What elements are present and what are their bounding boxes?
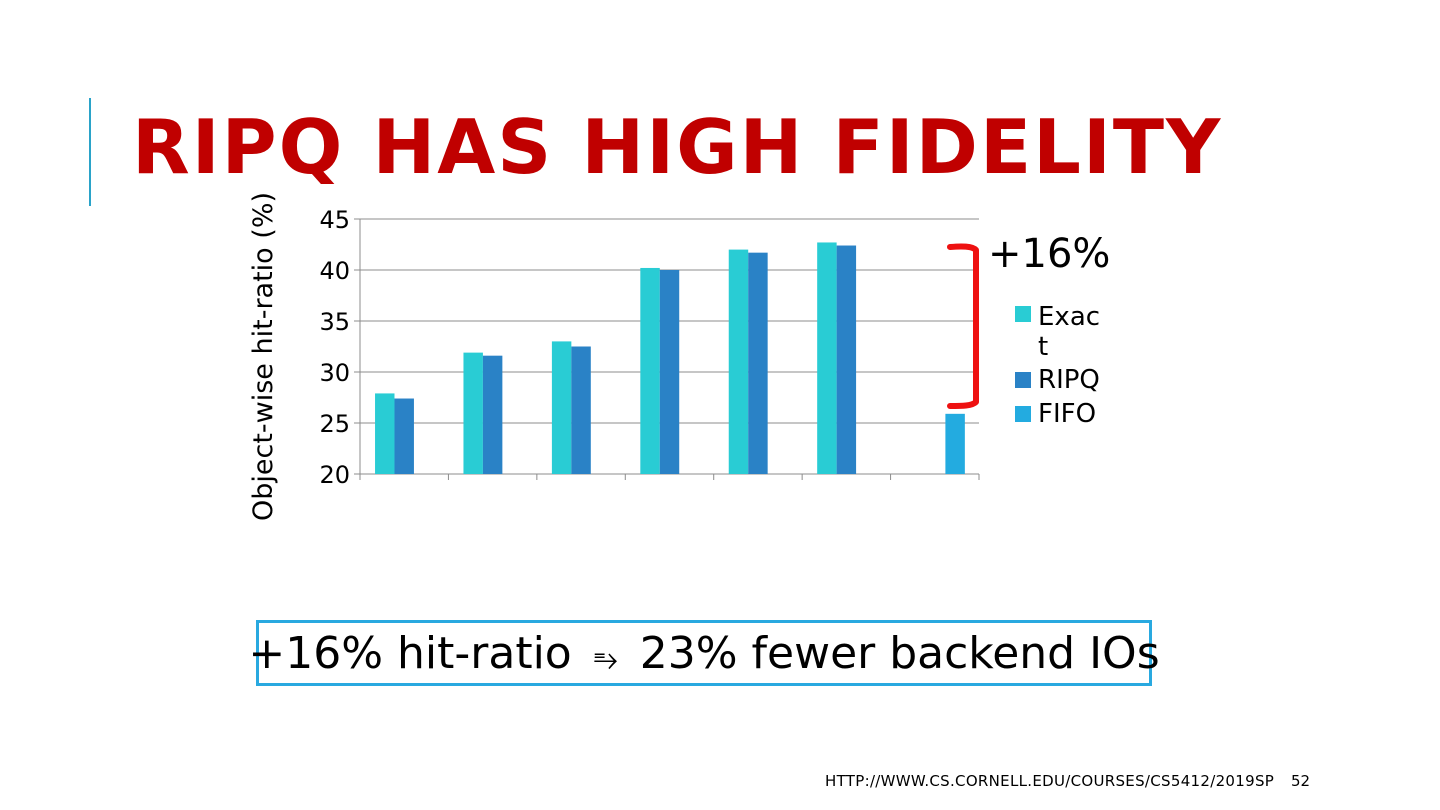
bar-exact (817, 242, 837, 474)
legend-label: RIPQ (1038, 365, 1100, 395)
page-number: 52 (1291, 772, 1311, 790)
legend-swatch (1015, 406, 1031, 422)
bar-exact (728, 249, 749, 474)
y-tick-label: 40 (319, 257, 350, 285)
improvement-bracket (947, 243, 979, 409)
legend-label: Exac (1038, 302, 1100, 332)
y-tick-label: 45 (319, 206, 350, 234)
title-accent-line (89, 98, 91, 206)
summary-callout: +16% hit-ratio ⥱ 23% fewer backend IOs (248, 620, 1160, 686)
y-tick-label: 20 (319, 461, 350, 489)
bar-ripq (748, 252, 768, 474)
bar-fifo (945, 413, 965, 474)
bar-exact (463, 352, 483, 474)
legend-swatch (1015, 372, 1031, 388)
improvement-annotation: +16% (988, 231, 1110, 277)
slide-title: RIPQ HAS HIGH FIDELITY (132, 103, 1223, 191)
bar-ripq (659, 270, 680, 474)
callout-hit-ratio-text: +16% hit-ratio (248, 627, 572, 679)
legend-swatch (1015, 306, 1031, 322)
bar-ripq (836, 245, 857, 474)
bar-exact (375, 393, 395, 474)
bar-ripq (571, 346, 591, 474)
bar-ripq (394, 398, 414, 474)
chart-bars (375, 242, 965, 474)
callout-backend-io-text: 23% fewer backend IOs (639, 627, 1160, 679)
y-tick-label: 30 (319, 359, 350, 387)
y-axis-label: Object-wise hit-ratio (%) (248, 192, 279, 521)
bar-exact (640, 267, 660, 474)
legend-label: FIFO (1038, 399, 1096, 429)
y-tick-label: 25 (319, 410, 350, 438)
legend-label-wrap: t (1038, 332, 1048, 362)
bar-exact (551, 341, 572, 474)
implies-arrow-icon: ⥱ (593, 641, 618, 677)
y-tick-label: 35 (319, 308, 350, 336)
footer-course-url: HTTP://WWW.CS.CORNELL.EDU/COURSES/CS5412… (825, 772, 1275, 790)
bar-ripq (482, 355, 503, 474)
chart-axes: 20 25 30 35 40 45 Object-wise hit-ratio (%) (248, 192, 980, 521)
